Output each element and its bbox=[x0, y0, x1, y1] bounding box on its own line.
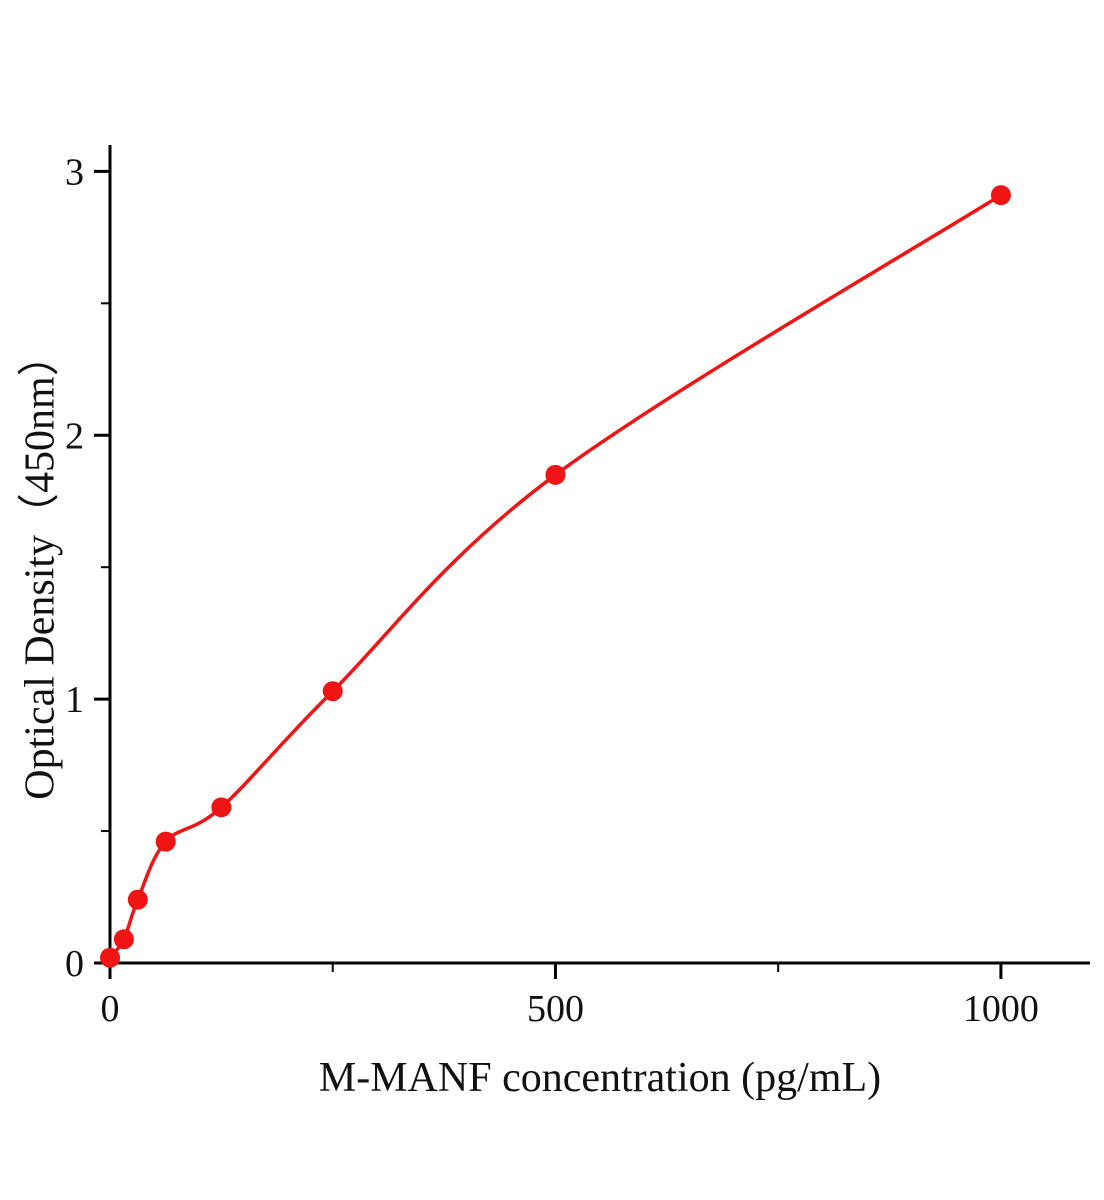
data-point bbox=[545, 464, 566, 485]
y-tick-label: 2 bbox=[65, 415, 84, 457]
x-tick-label: 0 bbox=[101, 988, 120, 1030]
y-tick-label: 3 bbox=[65, 151, 84, 193]
y-tick-label: 0 bbox=[65, 943, 84, 985]
data-point bbox=[322, 681, 343, 702]
data-point bbox=[127, 889, 148, 910]
data-point bbox=[211, 797, 232, 818]
data-point bbox=[100, 947, 120, 968]
x-tick-label: 500 bbox=[527, 988, 584, 1030]
y-tick-label: 1 bbox=[65, 679, 84, 721]
fit-curve bbox=[108, 193, 1003, 960]
x-tick-label: 1000 bbox=[963, 988, 1039, 1030]
y-axis-label: Optical Density（450nm） bbox=[17, 334, 64, 800]
data-point bbox=[155, 831, 176, 852]
data-point bbox=[990, 185, 1011, 206]
x-axis-label: M-MANF concentration (pg/mL) bbox=[318, 1055, 882, 1101]
data-point bbox=[113, 929, 134, 950]
